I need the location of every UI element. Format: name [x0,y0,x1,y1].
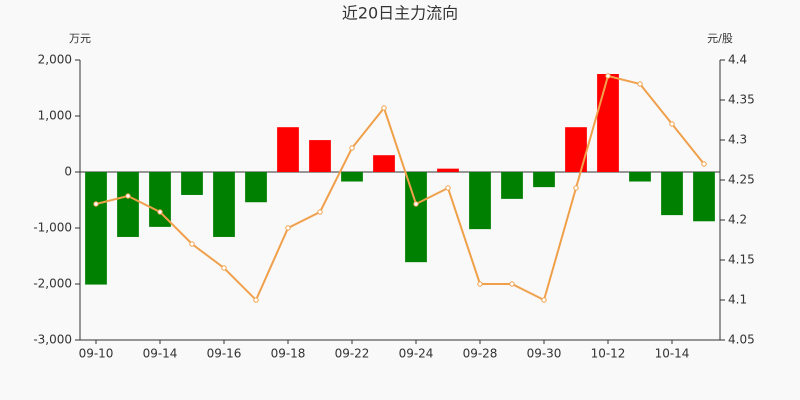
price-point [605,73,611,79]
x-tick-label: 10-14 [655,347,690,361]
price-point [477,281,483,287]
price-point [445,185,451,191]
bar [85,172,107,285]
price-point [189,241,195,247]
price-point [669,121,675,127]
bar [341,172,363,182]
bar [405,172,427,263]
x-tick-label: 09-14 [143,347,178,361]
y2-tick-label: 4.3 [728,133,747,147]
chart-title: 近20日主力流向 [342,4,458,23]
price-point [701,161,707,167]
price-point [637,81,643,87]
bar [661,172,683,216]
y-tick-label: 1,000 [38,109,72,123]
price-point [381,105,387,111]
price-point [253,297,259,303]
bar [309,140,331,172]
x-tick-label: 09-24 [399,347,434,361]
price-point [349,145,355,151]
y2-tick-label: 4.4 [728,53,747,67]
bar [245,172,267,203]
bar [629,172,651,182]
bar [149,172,171,227]
price-point [221,265,227,271]
price-line [95,74,705,302]
y2-tick-label: 4.2 [728,213,747,227]
bar [565,127,587,172]
y-tick-label: -1,000 [33,221,72,235]
x-tick-label: 09-22 [335,347,370,361]
bar [469,172,491,230]
x-tick-label: 09-28 [463,347,498,361]
price-point [573,185,579,191]
y2-tick-label: 4.25 [728,173,755,187]
y2-axis-label: 元/股 [707,32,733,45]
bar [501,172,523,199]
price-point [157,209,163,215]
x-tick-label: 09-30 [527,347,562,361]
bar [213,172,235,237]
y2-tick-label: 4.15 [728,253,755,267]
bar [597,74,619,172]
y-tick-label: -3,000 [33,333,72,347]
x-tick-label: 09-18 [271,347,306,361]
x-tick-label: 09-16 [207,347,242,361]
bar [181,172,203,195]
y-tick-label: 2,000 [38,53,72,67]
y-tick-label: -2,000 [33,277,72,291]
y2-tick-label: 4.35 [728,93,755,107]
price-point [541,297,547,303]
bar [437,168,459,172]
price-point [285,225,291,231]
x-tick-label: 10-12 [591,347,626,361]
price-point [93,201,99,207]
bar [277,127,299,172]
y2-tick-label: 4.05 [728,333,755,347]
y-axis-label: 万元 [69,32,91,45]
price-point [125,193,131,199]
y-tick-label: 0 [64,165,72,179]
price-point [317,209,323,215]
price-point [509,281,515,287]
price-point [413,201,419,207]
bar [117,172,139,237]
bar [373,155,395,172]
bar [533,172,555,188]
bar [693,172,715,222]
x-tick-label: 09-10 [79,347,114,361]
y2-tick-label: 4.1 [728,293,747,307]
